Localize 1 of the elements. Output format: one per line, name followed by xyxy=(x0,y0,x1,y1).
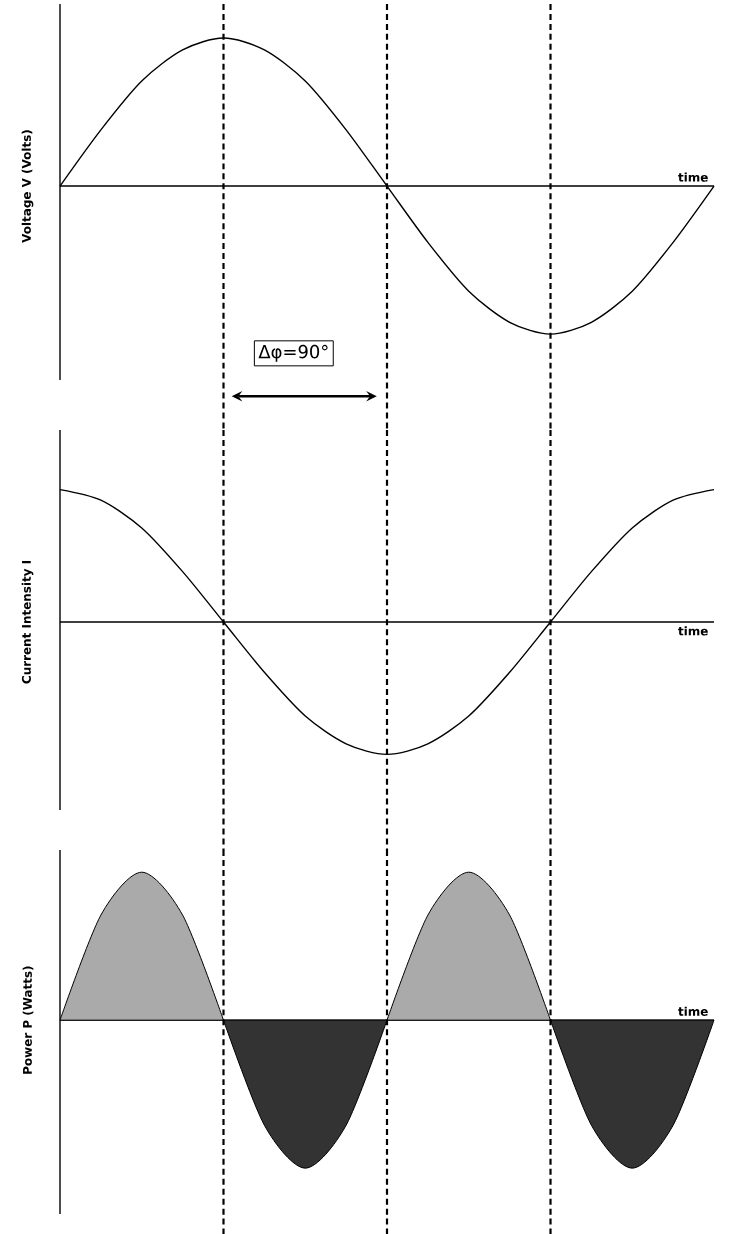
text: Δφ=90° xyxy=(258,344,328,362)
